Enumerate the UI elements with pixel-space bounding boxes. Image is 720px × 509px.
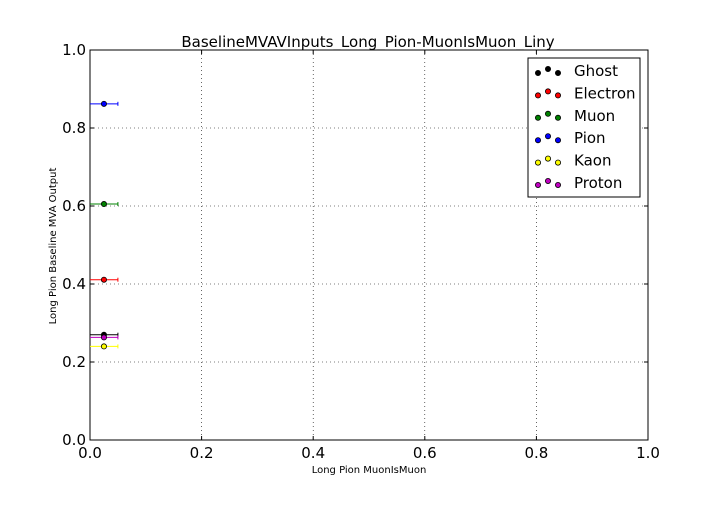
legend-item-electron: Electron — [535, 84, 636, 102]
legend-label-ghost: Ghost — [574, 62, 618, 80]
legend-label-kaon: Kaon — [574, 152, 611, 170]
legend-marker-muon — [555, 114, 562, 121]
x-tick-label: 0.6 — [413, 444, 437, 462]
legend-label-proton: Proton — [574, 174, 622, 192]
y-tick-label: 0.4 — [62, 275, 86, 293]
legend-marker-muon — [535, 114, 542, 121]
point-electron — [100, 276, 107, 283]
legend-item-proton: Proton — [535, 174, 622, 192]
legend-item-muon: Muon — [535, 107, 615, 125]
legend-item-kaon: Kaon — [535, 152, 611, 170]
legend-marker-electron — [555, 92, 562, 99]
legend-marker-kaon — [555, 159, 562, 166]
point-kaon — [100, 343, 107, 350]
legend-box — [527, 57, 641, 198]
chart-title: BaselineMVAVInputs_Long_Pion-MuonIsMuon_… — [181, 33, 554, 52]
point-pion — [100, 100, 107, 107]
y-tick-label: 0.8 — [62, 119, 86, 137]
legend-marker-pion — [555, 137, 562, 144]
x-tick-label: 0.8 — [524, 444, 548, 462]
legend-marker-electron — [545, 88, 552, 95]
x-tick-label: 1.0 — [636, 444, 660, 462]
point-proton — [100, 334, 107, 341]
y-tick-label: 0.6 — [62, 197, 86, 215]
legend-marker-proton — [555, 181, 562, 188]
y-tick-label: 1.0 — [62, 41, 86, 59]
x-axis-label: Long Pion MuonIsMuon — [312, 465, 427, 476]
legend-marker-pion — [545, 133, 552, 140]
legend-marker-pion — [535, 137, 542, 144]
legend: Ghost Electron Muon Pion Kaon Proton — [527, 57, 641, 198]
legend-label-pion: Pion — [574, 129, 606, 147]
legend-marker-ghost — [545, 66, 552, 73]
legend-label-electron: Electron — [574, 84, 636, 102]
legend-marker-kaon — [535, 159, 542, 166]
legend-item-ghost: Ghost — [535, 62, 618, 80]
x-tick-label: 0.0 — [78, 444, 102, 462]
legend-marker-proton — [535, 181, 542, 188]
y-tick-label: 0.2 — [62, 353, 86, 371]
y-tick-label: 0.0 — [62, 431, 86, 449]
x-tick-label: 0.4 — [301, 444, 325, 462]
legend-item-pion: Pion — [535, 129, 606, 147]
legend-marker-proton — [545, 177, 552, 184]
legend-marker-muon — [545, 110, 552, 117]
legend-marker-ghost — [535, 70, 542, 77]
legend-label-muon: Muon — [574, 107, 615, 125]
legend-marker-electron — [535, 92, 542, 99]
point-muon — [100, 201, 107, 208]
legend-marker-ghost — [555, 70, 562, 77]
y-axis-label: Long Pion Baseline MVA Output — [48, 168, 59, 325]
x-tick-label: 0.2 — [190, 444, 214, 462]
legend-marker-kaon — [545, 155, 552, 162]
